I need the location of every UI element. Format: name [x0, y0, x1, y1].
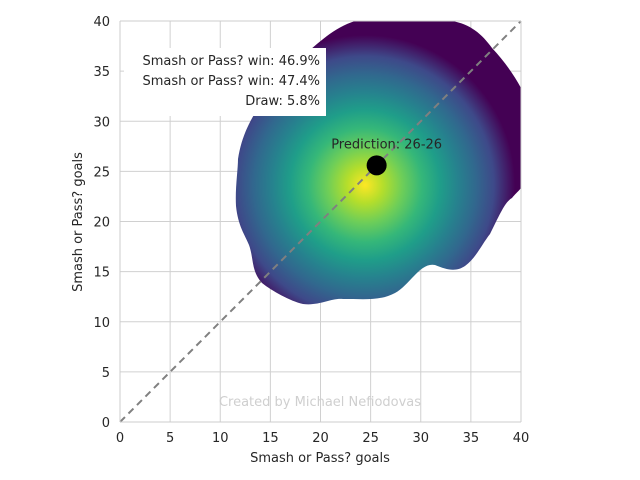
y-tick-label: 25	[93, 165, 110, 180]
x-axis-ticks: 0 5 10 15 20 25 30 35 40	[116, 431, 529, 446]
y-tick-label: 0	[102, 416, 110, 431]
x-tick-label: 0	[116, 431, 124, 446]
prediction-point	[367, 155, 387, 175]
outcome-label-draw: Draw: 5.8%	[245, 94, 320, 109]
watermark-text: Created by Michael Nefiodovas	[219, 395, 421, 410]
x-tick-label: 40	[513, 431, 530, 446]
outcome-label-home-win: Smash or Pass? win: 46.9%	[142, 54, 320, 69]
x-tick-label: 30	[412, 431, 429, 446]
y-tick-label: 35	[93, 65, 110, 80]
x-tick-label: 15	[262, 431, 279, 446]
x-tick-label: 25	[362, 431, 379, 446]
y-tick-label: 20	[93, 216, 110, 231]
y-tick-label: 40	[93, 15, 110, 30]
x-tick-label: 10	[212, 431, 229, 446]
outcome-label-away-win: Smash or Pass? win: 47.4%	[142, 74, 320, 89]
y-axis-label: Smash or Pass? goals	[71, 152, 86, 292]
x-axis-label: Smash or Pass? goals	[250, 451, 390, 466]
x-tick-label: 5	[166, 431, 174, 446]
y-tick-label: 30	[93, 115, 110, 130]
x-tick-label: 35	[463, 431, 480, 446]
x-tick-label: 20	[312, 431, 329, 446]
y-tick-label: 15	[93, 266, 110, 281]
y-axis-ticks: 0 5 10 15 20 25 30 35 40	[93, 15, 110, 431]
prediction-label: Prediction: 26-26	[331, 137, 442, 152]
y-tick-label: 5	[102, 366, 110, 381]
y-tick-label: 10	[93, 316, 110, 331]
